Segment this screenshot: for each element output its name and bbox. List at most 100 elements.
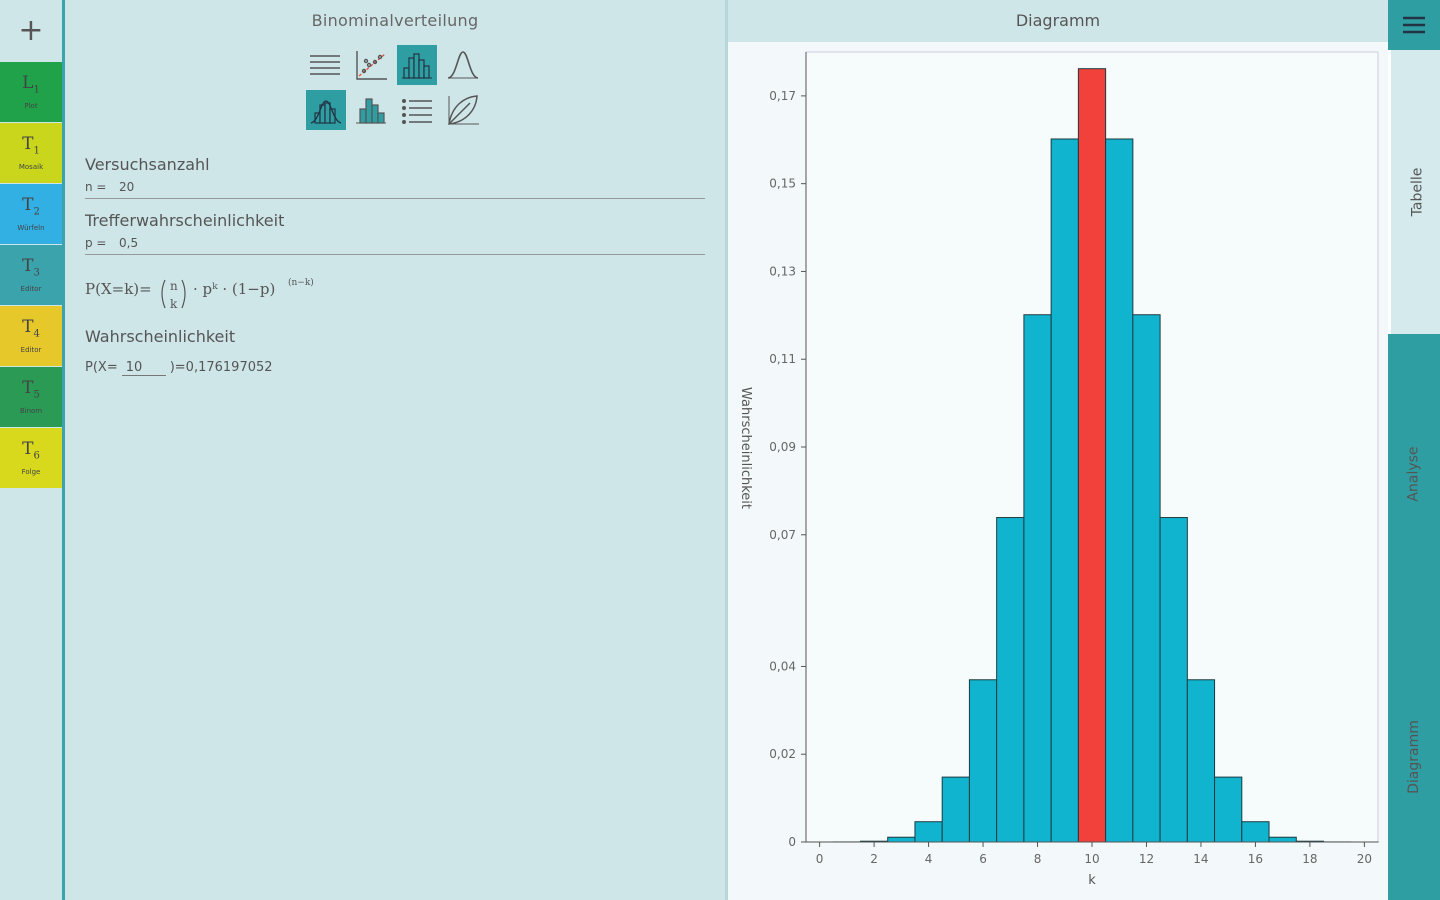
tab-caption: Editor xyxy=(20,346,42,355)
tab-symbol: T4 xyxy=(22,316,40,340)
trials-prefix: n = xyxy=(85,180,107,194)
y-tick-label: 0,15 xyxy=(769,177,796,191)
svg-text:n: n xyxy=(170,279,178,293)
bell-curve-icon[interactable] xyxy=(443,45,483,85)
worksheet-tab-2[interactable]: T1 Mosaik xyxy=(0,123,62,183)
tab-diagramm[interactable]: Diagramm xyxy=(1388,614,1440,900)
add-tab-button[interactable]: + xyxy=(18,12,44,48)
worksheet-tab-rail: + L1 Plot T1 Mosaik T2 Würfeln T3 Editor T4 Edito… xyxy=(0,0,65,900)
tab-symbol: T2 xyxy=(22,194,40,218)
tab-symbol: L1 xyxy=(22,72,40,96)
tab-caption: Mosaik xyxy=(18,163,44,172)
binomial-curve-icon[interactable] xyxy=(306,90,346,130)
histogram-bar xyxy=(996,517,1025,843)
y-tick-label: 0,09 xyxy=(769,440,796,454)
probability-label: Wahrscheinlichkeit xyxy=(85,327,236,346)
histogram-bar xyxy=(1023,314,1052,843)
histogram-bar xyxy=(1241,821,1270,843)
y-axis-label: Wahrscheinlichkeit xyxy=(738,387,753,509)
x-tick-label: 0 xyxy=(816,852,824,866)
view-tab-bar: Tabelle Analyse Diagramm xyxy=(1388,0,1440,900)
x-tick-label: 20 xyxy=(1357,852,1372,866)
tab-caption: Folge xyxy=(21,468,41,477)
bar-chart-icon[interactable] xyxy=(351,90,391,130)
trials-input[interactable]: 20 xyxy=(119,180,135,194)
formula-graphic: P(X=k)= n k · pᵏ · (1−p) (n−k) xyxy=(85,277,314,311)
y-tick-label: 0,02 xyxy=(769,747,796,761)
tab-symbol: T5 xyxy=(22,377,40,401)
probability-input[interactable]: 0,5 xyxy=(119,236,139,250)
worksheet-tab-3[interactable]: T2 Würfeln xyxy=(0,184,62,244)
calculator-panel: Binominalverteilung Versuchsanzahl n = 2… xyxy=(65,0,728,900)
list-icon[interactable] xyxy=(305,45,345,85)
trials-field[interactable]: n = 20 xyxy=(85,178,705,199)
histogram-bar xyxy=(1105,138,1134,843)
x-tick-label: 14 xyxy=(1193,852,1208,866)
x-tick-label: 2 xyxy=(870,852,878,866)
worksheet-tab-1[interactable]: L1 Plot xyxy=(0,62,62,122)
success-probability-field[interactable]: p = 0,5 xyxy=(85,234,705,255)
leaf-curve-icon[interactable] xyxy=(443,90,483,130)
probability-result-line: P(X= 10)=0,176197052 xyxy=(85,360,273,376)
x-axis-label: k xyxy=(1088,873,1096,888)
y-tick-label: 0,13 xyxy=(769,264,796,278)
svg-text:P(X=k)=: P(X=k)= xyxy=(85,280,152,298)
highlight-bar xyxy=(1077,68,1107,843)
svg-text:(n−k): (n−k) xyxy=(288,277,314,288)
tab-caption: Binom xyxy=(19,407,43,416)
scatter-plot-icon[interactable] xyxy=(351,45,391,85)
worksheet-tab-6[interactable]: T5 Binom xyxy=(0,367,62,427)
tab-caption: Würfeln xyxy=(17,224,45,233)
x-tick-label: 10 xyxy=(1084,852,1099,866)
trials-label: Versuchsanzahl xyxy=(85,155,210,174)
histogram-bar xyxy=(941,776,970,843)
histogram-bar xyxy=(1159,517,1188,843)
tab-analyse[interactable]: Analyse xyxy=(1388,334,1440,614)
histogram-bar xyxy=(1050,138,1079,843)
histogram-bar xyxy=(914,821,943,843)
tab-diagramm-label: Diagramm xyxy=(1406,720,1422,794)
x-tick-label: 8 xyxy=(1034,852,1042,866)
worksheet-tab-7[interactable]: T6 Folge xyxy=(0,428,62,488)
success-probability-label: Trefferwahrscheinlichkeit xyxy=(85,211,285,230)
histogram-icon[interactable] xyxy=(397,45,437,85)
x-tick-label: 4 xyxy=(925,852,933,866)
tab-symbol: T1 xyxy=(22,133,40,157)
binomial-histogram[interactable]: 00,020,040,070,090,110,130,150,170,20246… xyxy=(728,0,1388,900)
diagram-panel: Diagramm 0 0,02 0,04 0,07 0,09 0,11 0,13 0,15 0,… xyxy=(728,0,1388,900)
bullet-list-icon[interactable] xyxy=(397,90,437,130)
worksheet-tab-4[interactable]: T3 Editor xyxy=(0,245,62,305)
histogram-bar xyxy=(1186,679,1216,843)
diagram-title: Diagramm xyxy=(728,0,1388,42)
tab-symbol: T3 xyxy=(22,255,40,279)
probability-prefix: p = xyxy=(85,236,107,250)
x-tick-label: 16 xyxy=(1248,852,1263,866)
binomial-formula: P(X=k)= n k · pᵏ · (1−p) (n−k) xyxy=(85,272,385,318)
x-tick-label: 12 xyxy=(1139,852,1154,866)
tab-tabelle[interactable]: Tabelle xyxy=(1388,50,1440,334)
x-tick-label: 6 xyxy=(979,852,987,866)
histogram-bar xyxy=(1214,776,1243,843)
svg-text:k: k xyxy=(170,297,178,311)
tab-analyse-label: Analyse xyxy=(1406,446,1422,502)
probability-result: )=0,176197052 xyxy=(169,360,273,375)
menu-button[interactable] xyxy=(1388,0,1440,50)
histogram-bar xyxy=(1268,836,1297,843)
tab-tabelle-label: Tabelle xyxy=(1409,167,1425,217)
histogram-bar xyxy=(887,836,916,843)
y-tick-label: 0,11 xyxy=(769,352,796,366)
probability-expression-prefix: P(X= xyxy=(85,360,118,375)
k-value-input[interactable]: 10 xyxy=(121,360,166,376)
svg-text:· pᵏ · (1−p): · pᵏ · (1−p) xyxy=(193,280,275,298)
panel-title: Binominalverteilung xyxy=(311,11,479,30)
worksheet-tab-5[interactable]: T4 Editor xyxy=(0,306,62,366)
y-tick-label: 0,17 xyxy=(769,89,796,103)
histogram-bar xyxy=(1132,314,1161,843)
y-tick-label: 0,07 xyxy=(769,528,796,542)
hamburger-icon xyxy=(1403,16,1425,34)
tab-caption: Plot xyxy=(24,102,38,111)
histogram-bar xyxy=(968,679,998,843)
x-tick-label: 18 xyxy=(1302,852,1317,866)
y-tick-label: 0,04 xyxy=(769,659,796,673)
tab-caption: Editor xyxy=(20,285,42,294)
